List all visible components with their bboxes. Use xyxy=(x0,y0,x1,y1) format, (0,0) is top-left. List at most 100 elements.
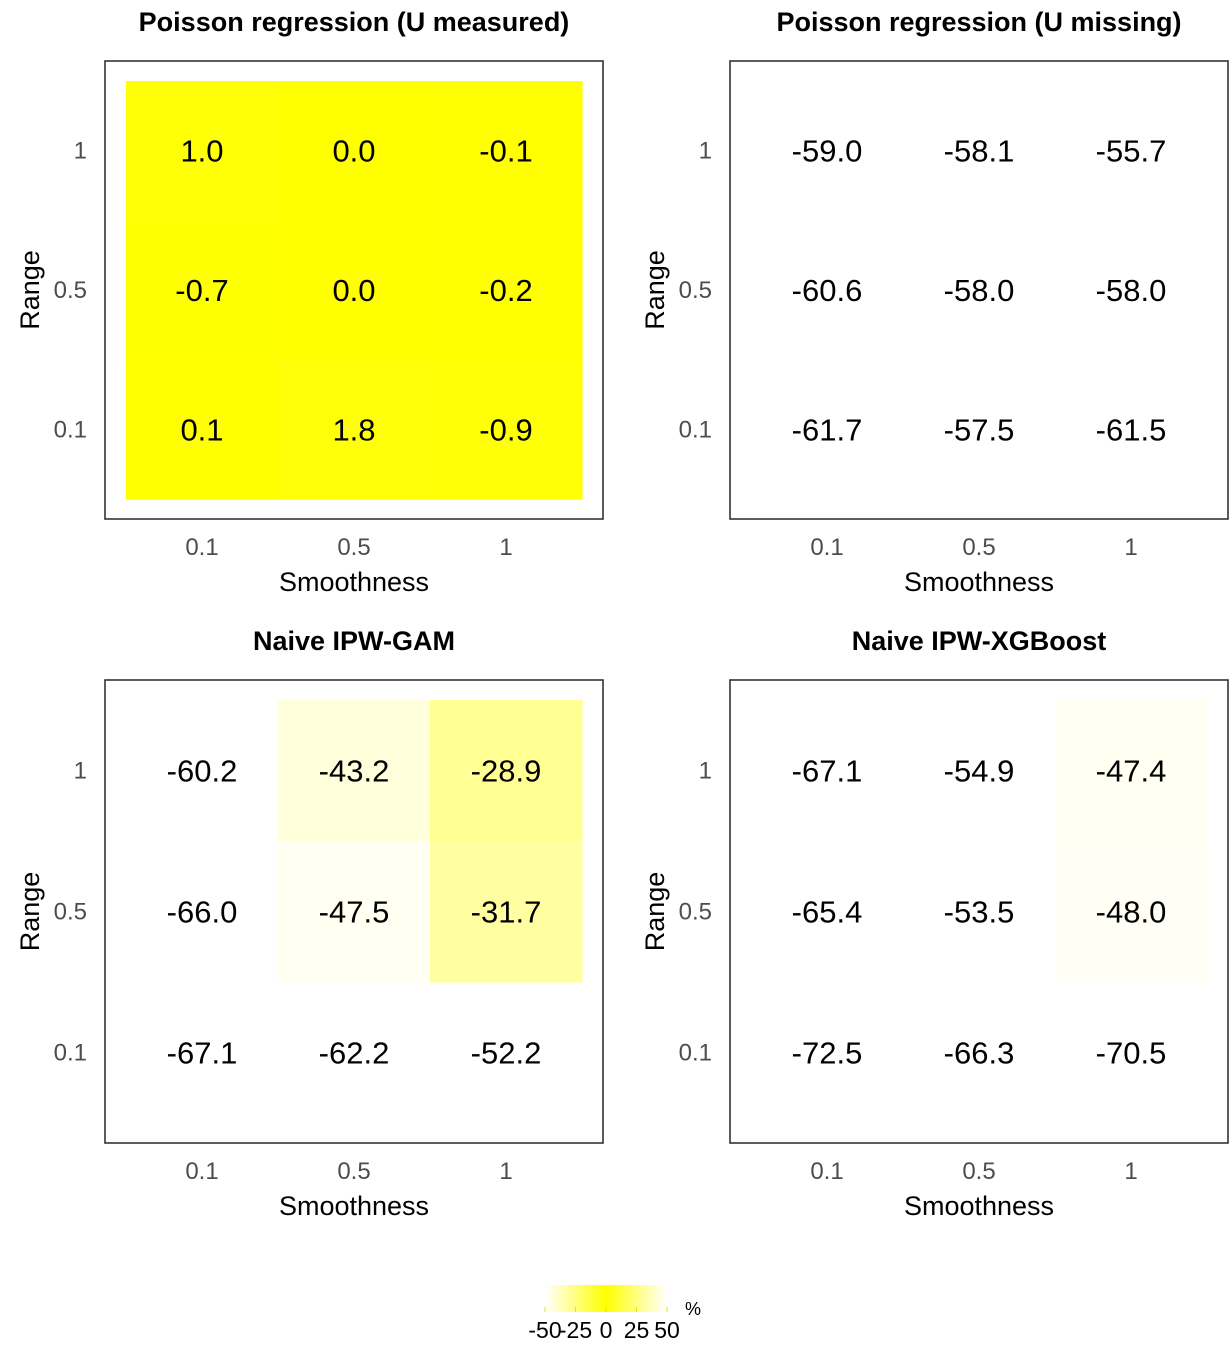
cell-value-label: 1.0 xyxy=(180,134,223,169)
cell-value-label: -31.7 xyxy=(471,895,542,930)
cell-value-label: -47.5 xyxy=(319,895,390,930)
y-tick-label: 0.5 xyxy=(679,277,712,304)
cell-value-label: 0.0 xyxy=(332,273,375,308)
y-tick-label: 0.1 xyxy=(679,1040,712,1067)
y-tick-label: 0.5 xyxy=(679,899,712,926)
heatmap-cell xyxy=(278,841,431,983)
heatmap-cell xyxy=(278,81,431,221)
x-tick-label: 0.5 xyxy=(962,1158,995,1185)
y-tick-label: 0.5 xyxy=(54,277,87,304)
cell-value-label: 0.1 xyxy=(180,412,223,447)
x-tick-label: 0.5 xyxy=(962,534,995,561)
y-axis-title: Range xyxy=(15,250,45,330)
panel-border xyxy=(729,679,1229,1144)
legend-tick-label: -50 xyxy=(528,1317,561,1343)
heatmap-cell xyxy=(126,220,279,361)
cell-value-label: -54.9 xyxy=(944,754,1015,789)
cell-value-label: -67.1 xyxy=(792,754,863,789)
panel-title: Poisson regression (U measured) xyxy=(139,7,570,37)
cell-value-label: -66.3 xyxy=(944,1036,1015,1071)
legend-tick-label: 0 xyxy=(600,1317,613,1343)
heatmap-cell xyxy=(430,700,583,842)
cell-value-label: -67.1 xyxy=(167,1036,238,1071)
cell-value-label: -58.0 xyxy=(1096,273,1167,308)
cell-value-label: -60.6 xyxy=(792,273,863,308)
cell-value-label: -28.9 xyxy=(471,754,542,789)
x-tick-label: 0.1 xyxy=(810,534,843,561)
cell-value-label: -0.1 xyxy=(479,134,532,169)
heatmap-panel-1: Poisson regression (U measured) 1.0 0.0 -0.… xyxy=(15,7,604,597)
y-tick-label: 0.1 xyxy=(54,416,87,443)
x-axis-title: Smoothness xyxy=(904,1191,1054,1221)
heatmap-panel-2: Poisson regression (U missing) -59.0 -58.1… xyxy=(640,7,1229,597)
cell-value-label: -48.0 xyxy=(1096,895,1167,930)
heatmap-cell xyxy=(126,359,279,500)
cell-value-label: 1.8 xyxy=(332,412,375,447)
cell-value-label: -61.5 xyxy=(1096,412,1167,447)
x-tick-label: 0.1 xyxy=(810,1158,843,1185)
cell-value-label: -55.7 xyxy=(1096,134,1167,169)
x-tick-label: 0.5 xyxy=(337,1158,370,1185)
x-tick-label: 0.1 xyxy=(185,534,218,561)
heatmap-cell xyxy=(430,841,583,983)
y-tick-label: 1 xyxy=(699,758,712,785)
panel-border xyxy=(729,60,1229,520)
cell-value-label: -0.9 xyxy=(479,412,532,447)
legend-tick-label: -25 xyxy=(559,1317,592,1343)
cell-value-label: -53.5 xyxy=(944,895,1015,930)
legend-tick-label: 50 xyxy=(654,1317,680,1343)
legend-unit-label: % xyxy=(685,1299,701,1319)
heatmap-cell xyxy=(126,81,279,221)
panel-border xyxy=(104,679,604,1144)
x-axis-title: Smoothness xyxy=(279,1191,429,1221)
x-tick-label: 0.1 xyxy=(185,1158,218,1185)
legend-tick-label: 25 xyxy=(624,1317,650,1343)
panel-title: Naive IPW-XGBoost xyxy=(852,626,1107,656)
cell-value-label: -0.7 xyxy=(175,273,228,308)
heatmap-cell xyxy=(278,359,431,500)
cell-value-label: -0.2 xyxy=(479,273,532,308)
color-legend: -50-25 0 25 50% xyxy=(528,1285,701,1343)
cell-value-label: -62.2 xyxy=(319,1036,390,1071)
y-axis-title: Range xyxy=(640,872,670,952)
x-tick-label: 1 xyxy=(1124,1158,1137,1185)
heatmap-panel-4: Naive IPW-XGBoost -67.1 -54.9 -47.4 -65.4 -53… xyxy=(640,626,1229,1221)
heatmap-cell xyxy=(430,81,583,221)
x-tick-label: 1 xyxy=(1124,534,1137,561)
cell-value-label: -59.0 xyxy=(792,134,863,169)
x-tick-label: 1 xyxy=(499,1158,512,1185)
y-tick-label: 0.1 xyxy=(679,416,712,443)
heatmap-cell xyxy=(430,220,583,361)
panel-title: Naive IPW-GAM xyxy=(253,626,455,656)
y-axis-title: Range xyxy=(15,872,45,952)
cell-value-label: -47.4 xyxy=(1096,754,1167,789)
y-tick-label: 1 xyxy=(74,758,87,785)
x-tick-label: 0.5 xyxy=(337,534,370,561)
panel-title: Poisson regression (U missing) xyxy=(776,7,1181,37)
cell-value-label: 0.0 xyxy=(332,134,375,169)
y-tick-label: 0.5 xyxy=(54,899,87,926)
y-tick-label: 0.1 xyxy=(54,1040,87,1067)
heatmap-cell xyxy=(1055,700,1208,842)
cell-value-label: -60.2 xyxy=(167,754,238,789)
cell-value-label: -57.5 xyxy=(944,412,1015,447)
heatmap-cell xyxy=(278,220,431,361)
cell-value-label: -58.1 xyxy=(944,134,1015,169)
x-axis-title: Smoothness xyxy=(904,567,1054,597)
y-axis-title: Range xyxy=(640,250,670,330)
y-tick-label: 1 xyxy=(699,138,712,165)
cell-value-label: -66.0 xyxy=(167,895,238,930)
cell-value-label: -72.5 xyxy=(792,1036,863,1071)
heatmap-cell xyxy=(278,700,431,842)
cell-value-label: -58.0 xyxy=(944,273,1015,308)
cell-value-label: -43.2 xyxy=(319,754,390,789)
heatmap-cell xyxy=(430,359,583,500)
x-axis-title: Smoothness xyxy=(279,567,429,597)
cell-value-label: -61.7 xyxy=(792,412,863,447)
cell-value-label: -52.2 xyxy=(471,1036,542,1071)
y-tick-label: 1 xyxy=(74,138,87,165)
cell-value-label: -65.4 xyxy=(792,895,863,930)
cell-value-label: -70.5 xyxy=(1096,1036,1167,1071)
panel-border xyxy=(104,60,604,520)
